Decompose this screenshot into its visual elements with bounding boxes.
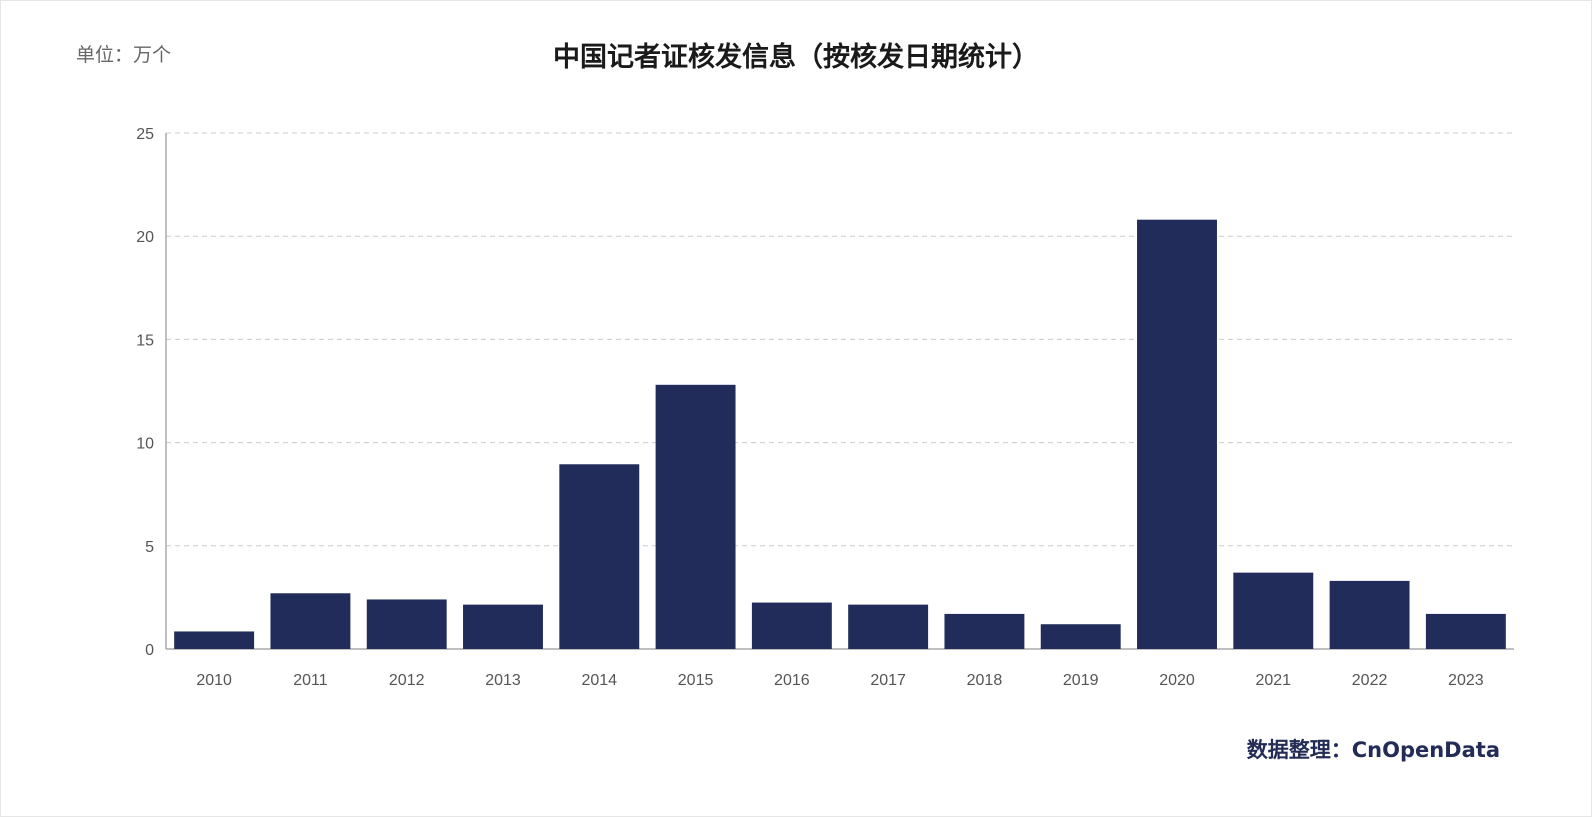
y-tick-label: 5 — [145, 539, 154, 556]
bar-2012 — [366, 599, 447, 649]
x-tick-label: 2013 — [485, 672, 521, 689]
y-tick-label: 0 — [145, 642, 154, 659]
unit-label: 单位：万个 — [76, 44, 172, 66]
y-tick-label: 10 — [136, 436, 154, 453]
bar-2017 — [848, 604, 929, 649]
bar-2011 — [270, 593, 351, 649]
x-tick-label: 2021 — [1255, 672, 1291, 689]
x-tick-label: 2020 — [1159, 672, 1195, 689]
bar-2021 — [1233, 572, 1314, 649]
x-tick-label: 2022 — [1352, 672, 1388, 689]
x-tick-label: 2012 — [389, 672, 425, 689]
y-tick-label: 15 — [136, 332, 154, 349]
chart-title: 中国记者证核发信息（按核发日期统计） — [553, 42, 1039, 73]
x-tick-label: 2018 — [967, 672, 1003, 689]
bar-2015 — [655, 384, 736, 649]
x-tick-label: 2019 — [1063, 672, 1099, 689]
bar-2020 — [1137, 219, 1217, 650]
x-tick-label: 2016 — [774, 672, 810, 689]
y-tick-label: 20 — [136, 229, 154, 246]
bar-2022 — [1329, 580, 1410, 649]
x-tick-label: 2011 — [293, 672, 328, 689]
bar-2023 — [1425, 613, 1506, 649]
y-tick-label: 25 — [136, 126, 154, 143]
bar-2016 — [751, 602, 832, 649]
bar-2010 — [174, 631, 255, 649]
x-tick-label: 2010 — [196, 672, 232, 689]
x-tick-label: 2017 — [870, 672, 906, 689]
bar-2019 — [1040, 624, 1121, 649]
x-tick-label: 2014 — [581, 672, 617, 689]
x-tick-label: 2015 — [678, 672, 714, 689]
bar-2018 — [944, 613, 1025, 649]
bar-2013 — [463, 604, 543, 649]
data-source-label: 数据整理：CnOpenData — [1246, 738, 1500, 762]
bar-2014 — [559, 464, 640, 649]
x-tick-label: 2023 — [1448, 672, 1484, 689]
